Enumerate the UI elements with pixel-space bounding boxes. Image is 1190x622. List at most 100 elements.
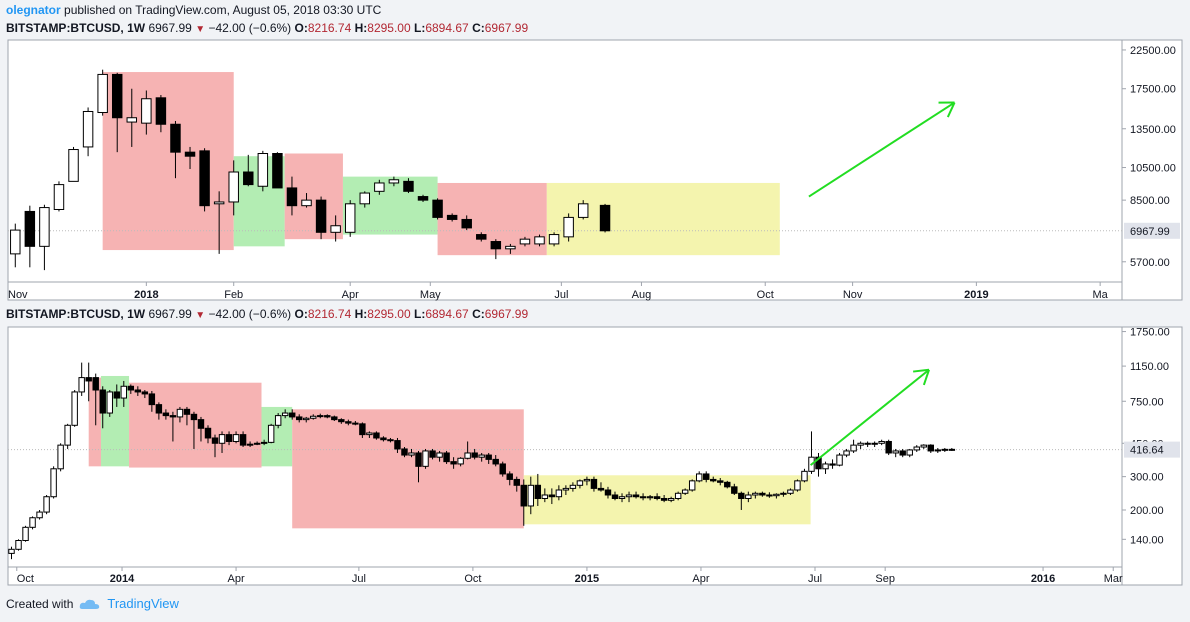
charts-canvas[interactable]: 22500.00 17500.00 13500.00 10500.00 8500.00 5…: [0, 0, 1190, 596]
y-tick-label: 140.00: [1130, 534, 1164, 546]
candle-down: [331, 416, 338, 421]
candle-up: [8, 548, 15, 554]
candle-up: [68, 149, 79, 182]
tradingview-brand-link[interactable]: TradingView: [107, 596, 179, 611]
candle-up: [688, 480, 696, 491]
x-tick-label: Apr: [342, 289, 359, 301]
x-tick-label: Apr: [692, 573, 709, 585]
legend-bottom: BITSTAMP:BTCUSD, 1W 6967.99 ▼ −42.00 (−0…: [6, 307, 528, 321]
y-tick-label: 1150.00: [1130, 361, 1169, 373]
candle-down: [492, 458, 499, 465]
trend-arrow-head: [946, 102, 956, 118]
candle-up: [773, 493, 780, 497]
candle-down: [148, 393, 156, 406]
candle-up: [752, 492, 759, 496]
candle-up: [53, 184, 65, 210]
candle-up: [618, 496, 626, 499]
author-link[interactable]: olegnator: [6, 3, 61, 17]
chart-pane-1: 22500.00 17500.00 13500.00 10500.00 8500.00 5…: [7, 39, 1183, 301]
candle-up: [576, 480, 584, 486]
x-tick-label: 2015: [575, 573, 599, 585]
candle-down: [599, 204, 611, 232]
candle-down: [653, 496, 661, 499]
candle-down: [611, 494, 619, 499]
candle-up: [563, 216, 574, 238]
candle-up: [667, 497, 675, 501]
candle-down: [927, 444, 934, 452]
y-tick-label: 200.00: [1130, 505, 1164, 517]
candle-down: [197, 419, 205, 429]
candle-down: [387, 439, 394, 442]
candle-down: [885, 440, 892, 454]
candle-up: [330, 225, 341, 233]
candle-down: [239, 434, 247, 446]
legend-c-label: C:: [472, 307, 485, 321]
y-tick-label: 22500.00: [1130, 45, 1176, 57]
legend-l-label: L:: [414, 307, 426, 321]
candle-down: [190, 413, 198, 421]
candle-up: [176, 408, 184, 418]
candle-down: [724, 481, 731, 488]
candle-down: [204, 427, 212, 439]
candle-up: [71, 391, 78, 426]
candle-down: [506, 473, 513, 480]
candle-up: [36, 511, 43, 519]
candle-up: [359, 192, 371, 205]
candle-up: [246, 443, 254, 446]
candle-up: [892, 450, 899, 454]
candle-down: [548, 494, 556, 498]
candle-up: [97, 73, 108, 114]
legend-high: 8295.00: [367, 21, 411, 35]
candle-down: [183, 408, 191, 415]
candle-down: [717, 480, 724, 483]
candle-up: [82, 110, 94, 148]
x-tick-label: Nov: [843, 289, 863, 301]
down-triangle-icon: ▼: [195, 24, 206, 35]
candle-down: [338, 419, 345, 423]
candle-up: [50, 468, 57, 498]
x-tick-label: Jul: [352, 573, 366, 585]
legend-o-label: O:: [294, 307, 308, 321]
candle-up: [388, 179, 400, 184]
published-text: published on TradingView.com, August 05,…: [64, 3, 382, 17]
candle-up: [934, 449, 942, 452]
candle-up: [906, 449, 913, 456]
candle-up: [941, 448, 949, 451]
candle-up: [257, 153, 269, 187]
legend-last: 6967.99: [148, 21, 192, 35]
x-tick-label: Feb: [224, 289, 243, 301]
candle-down: [476, 234, 487, 240]
candle-up: [22, 526, 29, 542]
x-tick-label: Oct: [17, 573, 34, 585]
candle-up: [374, 182, 385, 192]
candle-down: [604, 489, 612, 496]
y-tick-label: 8500.00: [1130, 195, 1170, 207]
candle-down: [639, 496, 647, 499]
candle-up: [836, 454, 843, 466]
candle-down: [632, 494, 640, 498]
candle-down: [429, 450, 436, 458]
y-tick-label: 17500.00: [1130, 84, 1176, 96]
candle-down: [731, 486, 738, 494]
candle-up: [39, 207, 50, 247]
candle-down: [199, 150, 210, 207]
candle-down: [184, 151, 196, 157]
candle-up: [850, 444, 857, 452]
candle-down: [499, 463, 506, 475]
candle-up: [301, 199, 312, 207]
candle-down: [513, 478, 520, 486]
candle-up: [478, 454, 485, 458]
candle-down: [597, 487, 605, 491]
candle-up: [577, 203, 589, 218]
candle-up: [913, 446, 920, 451]
candle-up: [43, 496, 50, 513]
candle-up: [10, 229, 21, 255]
candle-up: [695, 473, 703, 482]
candle-up: [548, 234, 560, 245]
candle-up: [218, 434, 226, 444]
candle-down: [286, 187, 298, 207]
legend-open: 8216.74: [307, 21, 352, 35]
x-tick-label: Ma: [1093, 289, 1109, 301]
candle-up: [303, 417, 310, 421]
candle-down: [471, 452, 478, 458]
